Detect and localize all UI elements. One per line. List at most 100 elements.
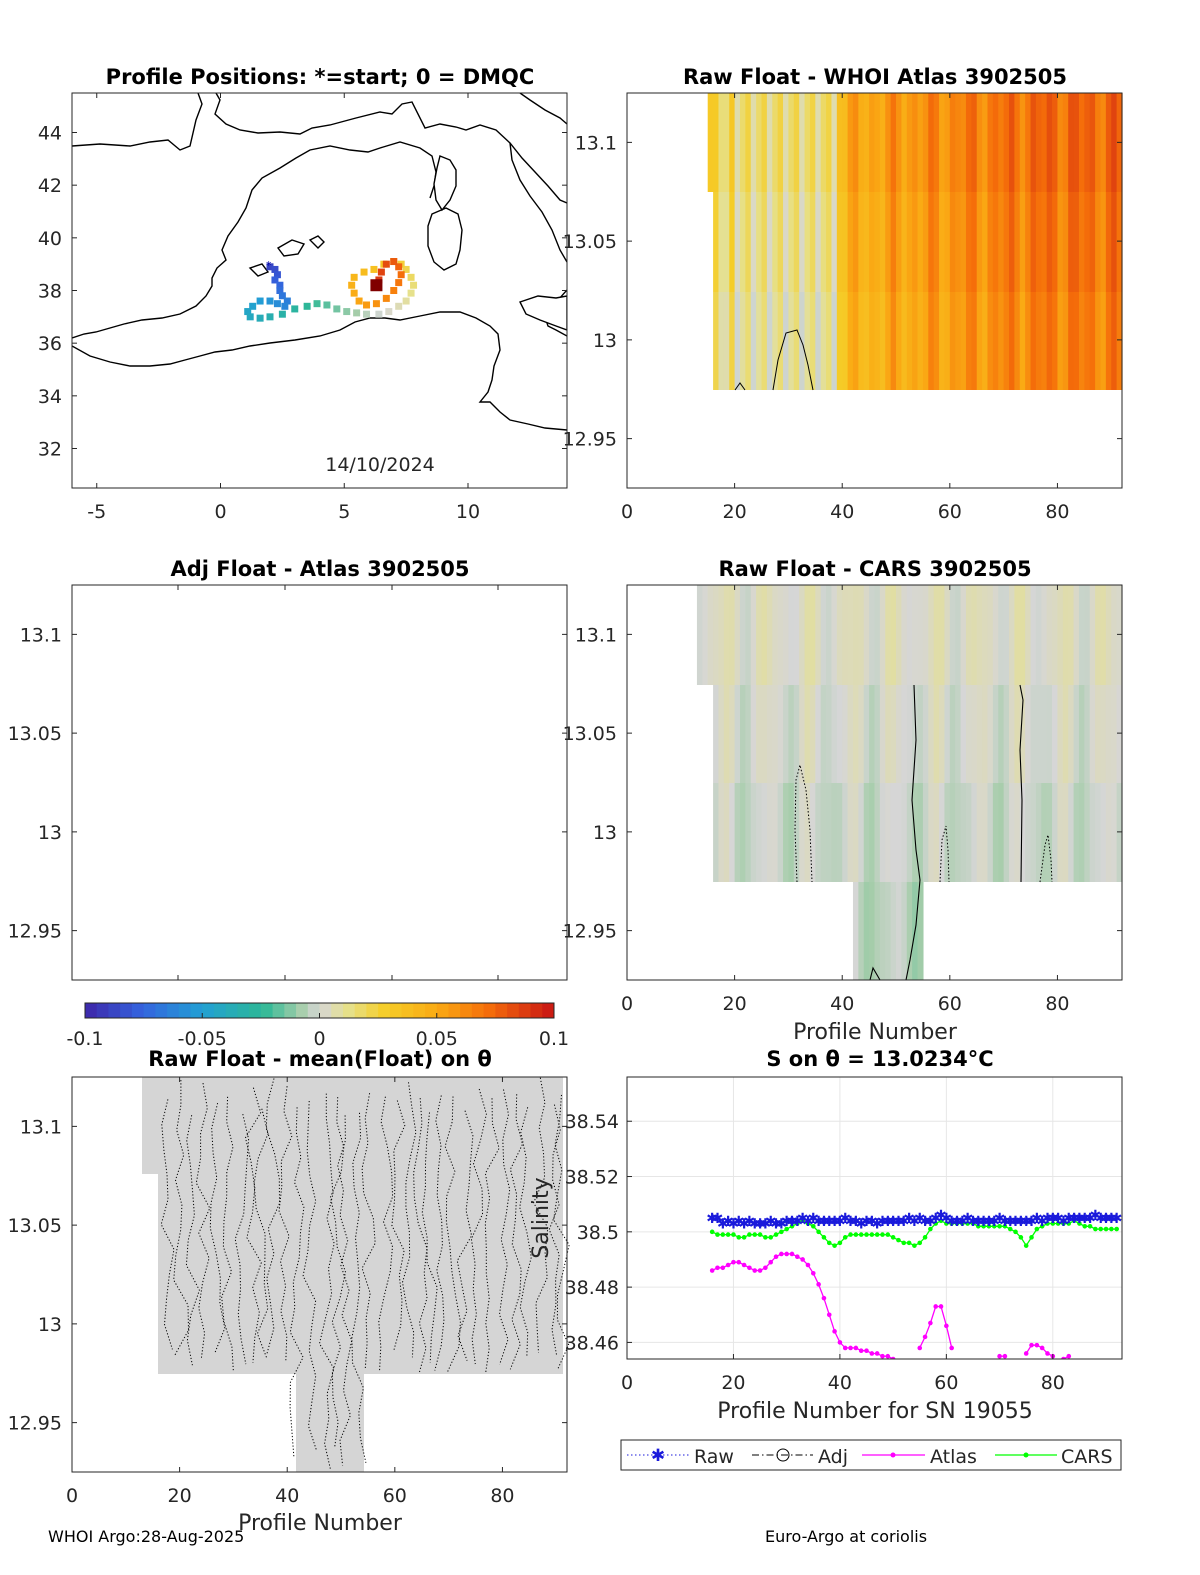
whoi-cell <box>1052 192 1059 292</box>
whoi-cell <box>874 192 881 292</box>
whoi-cell <box>890 93 897 192</box>
whoi-cell <box>1025 93 1032 192</box>
whoi-cell <box>928 192 935 292</box>
whoi-cell <box>1035 292 1042 390</box>
colorbar-swatch <box>436 1003 449 1018</box>
whoi-cell <box>729 192 736 292</box>
x-tick-label: 40 <box>830 993 854 1015</box>
whoi-cell <box>944 192 951 292</box>
cars-cell <box>1057 685 1064 783</box>
cars-cell <box>1089 783 1096 882</box>
atlas-point <box>1061 1356 1066 1359</box>
profile-position-marker <box>303 302 311 310</box>
cars-cell <box>783 585 790 685</box>
cars-cell <box>922 685 929 783</box>
cars-point <box>901 1240 907 1246</box>
cars-point <box>1013 1229 1018 1235</box>
whoi-cell <box>734 192 741 292</box>
profile-track <box>244 258 418 322</box>
mean-axes-box <box>71 1076 568 1473</box>
cars-cell <box>863 882 870 980</box>
whoi-cell <box>1095 292 1102 390</box>
cars-cell <box>799 783 806 882</box>
cars-cell <box>1041 585 1048 685</box>
cars-cell <box>1019 585 1026 685</box>
cars-point <box>896 1237 901 1243</box>
adj-plot-area <box>71 584 568 981</box>
whoi-cell <box>815 192 822 292</box>
raw-point: ✱ <box>744 1214 756 1230</box>
whoi-cell <box>772 93 779 192</box>
cars-cell <box>858 685 865 783</box>
cars-cell <box>869 585 876 685</box>
cars-point <box>842 1235 848 1240</box>
cars-cell <box>944 585 951 685</box>
x-tick-label: 20 <box>721 1372 745 1394</box>
cars-point <box>954 1221 960 1226</box>
whoi-cell <box>912 292 919 390</box>
profile-position-marker <box>266 297 274 305</box>
cars-cell <box>1030 783 1037 882</box>
cars-cell <box>831 585 838 685</box>
cars-point <box>736 1235 742 1240</box>
cars-point <box>720 1232 726 1237</box>
profile-position-marker <box>397 271 405 279</box>
whoi-cell <box>820 192 827 292</box>
y-tick-label: 42 <box>38 175 62 197</box>
cars-point <box>837 1240 843 1246</box>
mean-contour-line <box>185 1115 200 1366</box>
whoi-cell <box>1014 292 1021 390</box>
cars-cell <box>826 783 833 882</box>
raw-point: ✱ <box>946 1214 958 1230</box>
whoi-cell <box>772 192 779 292</box>
raw-point: ✱ <box>983 1214 995 1230</box>
cars-cell <box>869 882 876 980</box>
y-tick-label: 13.1 <box>575 624 617 646</box>
mean-contour-line <box>209 1102 226 1354</box>
mean-contour-line <box>553 1094 570 1371</box>
whoi-cell <box>836 93 843 192</box>
whoi-cell <box>982 292 989 390</box>
cars-cell <box>1019 685 1026 783</box>
mean-region-main <box>158 1077 563 1374</box>
raw-point: ✱ <box>988 1214 1000 1230</box>
last-position-marker <box>370 279 383 292</box>
panel-map: Profile Positions: *=start; 0 = DMQC * 1… <box>38 65 568 523</box>
legend-adj-marker <box>776 1448 790 1462</box>
whoi-cell <box>917 192 924 292</box>
raw-point: ✱ <box>717 1217 729 1233</box>
cars-cell <box>793 585 800 685</box>
profile-position-marker <box>271 276 279 284</box>
whoi-y-ticks: 12.95 13 13.05 13.1 <box>563 132 1122 451</box>
whoi-cell <box>761 192 768 292</box>
adj-title: Adj Float - Atlas 3902505 <box>170 557 469 581</box>
cars-point <box>1103 1226 1109 1232</box>
whoi-cell <box>1019 93 1026 192</box>
cars-heatmap-cells <box>696 585 1123 980</box>
atlas-point <box>890 1356 896 1359</box>
cars-point <box>1082 1223 1088 1229</box>
raw-point: ✱ <box>1079 1211 1091 1227</box>
mean-title: Raw Float - mean(Float) on θ <box>148 1047 492 1071</box>
cars-point <box>1050 1221 1056 1226</box>
cars-point <box>869 1232 875 1237</box>
cars-point <box>1061 1221 1066 1226</box>
coast-sicily <box>519 295 567 331</box>
cars-point <box>757 1232 763 1237</box>
atlas-point <box>747 1265 752 1271</box>
colorbar-tick-label: -0.05 <box>178 1028 227 1050</box>
whoi-cell <box>734 292 741 390</box>
y-tick-label: 13 <box>38 822 62 844</box>
mean-contour-line <box>444 1096 461 1372</box>
salinity-y-ticks: 38.46 38.48 38.5 38.52 38.54 <box>565 1111 632 1354</box>
cars-point <box>1114 1226 1119 1232</box>
raw-point: ✱ <box>797 1211 809 1227</box>
profile-position-marker <box>410 281 418 289</box>
raw-point: ✱ <box>967 1214 979 1230</box>
cars-point <box>715 1232 720 1237</box>
cars-cell <box>772 585 779 685</box>
whoi-cell <box>815 93 822 192</box>
cars-point <box>1045 1221 1050 1226</box>
cars-axes-box <box>626 584 1123 981</box>
atlas-point <box>928 1320 933 1326</box>
